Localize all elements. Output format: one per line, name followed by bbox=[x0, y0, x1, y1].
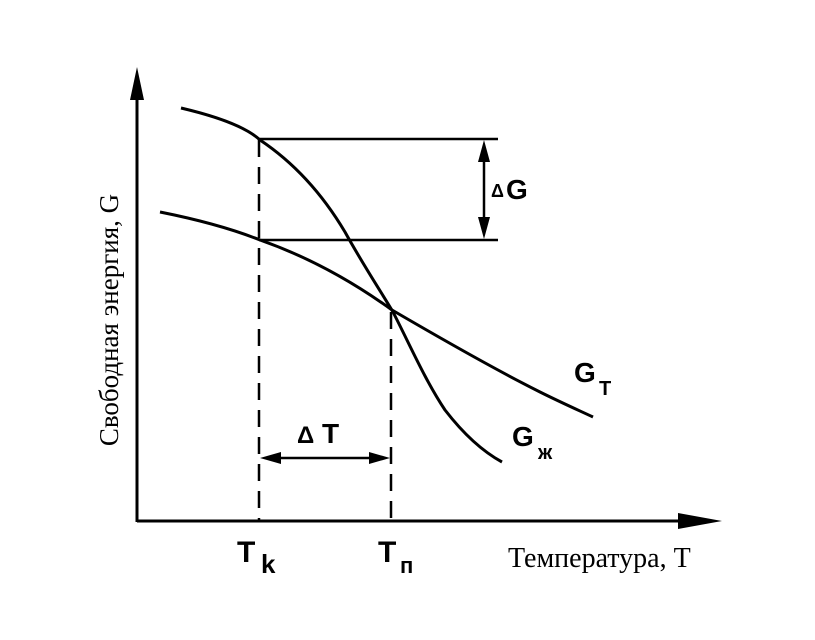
svg-text:п: п bbox=[400, 553, 413, 578]
x-axis bbox=[137, 513, 722, 529]
liquid-phase-curve bbox=[180, 106, 503, 464]
delta-g-arrow bbox=[478, 140, 490, 239]
svg-text:G: G bbox=[574, 357, 596, 388]
svg-text:T: T bbox=[322, 418, 339, 449]
solid-phase-curve bbox=[159, 210, 594, 419]
y-axis-label: Свободная энергия, G bbox=[94, 194, 124, 446]
x-axis-arrow-icon bbox=[678, 513, 722, 529]
x-axis-label: Температура, T bbox=[508, 543, 691, 574]
solid-curve-label: G Т bbox=[574, 357, 611, 400]
y-axis bbox=[130, 67, 144, 522]
svg-text:Δ: Δ bbox=[491, 181, 504, 201]
tk-label: T k bbox=[237, 536, 276, 579]
svg-text:T: T bbox=[378, 536, 396, 569]
liquid-curve-label: G ж bbox=[512, 421, 553, 464]
svg-text:G: G bbox=[506, 174, 528, 205]
delta-t-arrow bbox=[260, 452, 390, 464]
delta-t-label: Δ T bbox=[297, 418, 339, 449]
tp-label: T п bbox=[378, 536, 413, 578]
svg-text:G: G bbox=[512, 421, 534, 452]
y-axis-arrow-icon bbox=[130, 67, 144, 100]
svg-text:Δ: Δ bbox=[297, 422, 314, 449]
svg-text:Т: Т bbox=[599, 378, 611, 400]
delta-g-label: Δ G bbox=[491, 174, 528, 205]
svg-text:ж: ж bbox=[537, 442, 553, 464]
svg-text:T: T bbox=[237, 536, 255, 569]
svg-text:k: k bbox=[261, 549, 276, 579]
